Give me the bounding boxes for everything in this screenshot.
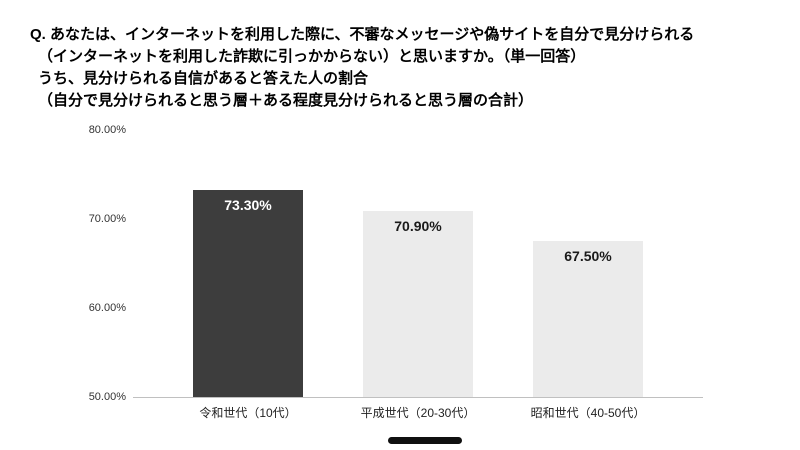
x-category-label: 平成世代（20-30代）: [360, 406, 476, 420]
bar: 67.50%: [533, 241, 643, 397]
plot-area: 73.30% 令和世代（10代） 70.90% 平成世代（20-30代） 67.50% 昭…: [133, 130, 703, 420]
question-title: Q. あなたは、インターネットを利用した際に、不審なメッセージや偽サイトを自分で…: [30, 24, 770, 112]
question-line-1: Q. あなたは、インターネットを利用した際に、不審なメッセージや偽サイトを自分で…: [30, 26, 695, 43]
question-line-2: （インターネットを利用した詐欺に引っかからない）と思いますか。（単一回答）: [38, 48, 586, 65]
bar-value-label: 67.50%: [564, 248, 612, 265]
y-axis: 80.00% 70.00% 60.00% 50.00%: [0, 124, 126, 403]
bar-value-label: 73.30%: [224, 196, 272, 213]
bar: 73.30%: [193, 189, 303, 397]
bar-group: 70.90% 平成世代（20-30代）: [361, 130, 475, 420]
question-line-4: （自分で見分けられると思う層＋ある程度見分けられると思う層の合計）: [38, 92, 534, 109]
bars: 73.30% 令和世代（10代） 70.90% 平成世代（20-30代） 67.50% 昭…: [133, 130, 703, 420]
x-category-label: 昭和世代（40-50代）: [530, 406, 646, 420]
home-indicator-bar: [388, 437, 462, 444]
y-tick-label: 80.00%: [88, 124, 126, 136]
y-tick-label: 50.00%: [88, 391, 126, 403]
bar-value-label: 70.90%: [394, 218, 442, 234]
bar-group: 67.50% 昭和世代（40-50代）: [531, 130, 645, 420]
y-tick-label: 60.00%: [88, 302, 126, 314]
y-tick-label: 70.00%: [88, 213, 126, 225]
x-category-label: 令和世代（10代）: [199, 406, 297, 420]
bar: 70.90%: [363, 211, 473, 397]
bar-group: 73.30% 令和世代（10代）: [193, 130, 303, 420]
bar-chart: 80.00% 70.00% 60.00% 50.00% 73.30% 令和世代（10代）…: [0, 124, 800, 430]
question-line-3: うち、見分けられる自信があると答えた人の割合: [38, 70, 369, 87]
